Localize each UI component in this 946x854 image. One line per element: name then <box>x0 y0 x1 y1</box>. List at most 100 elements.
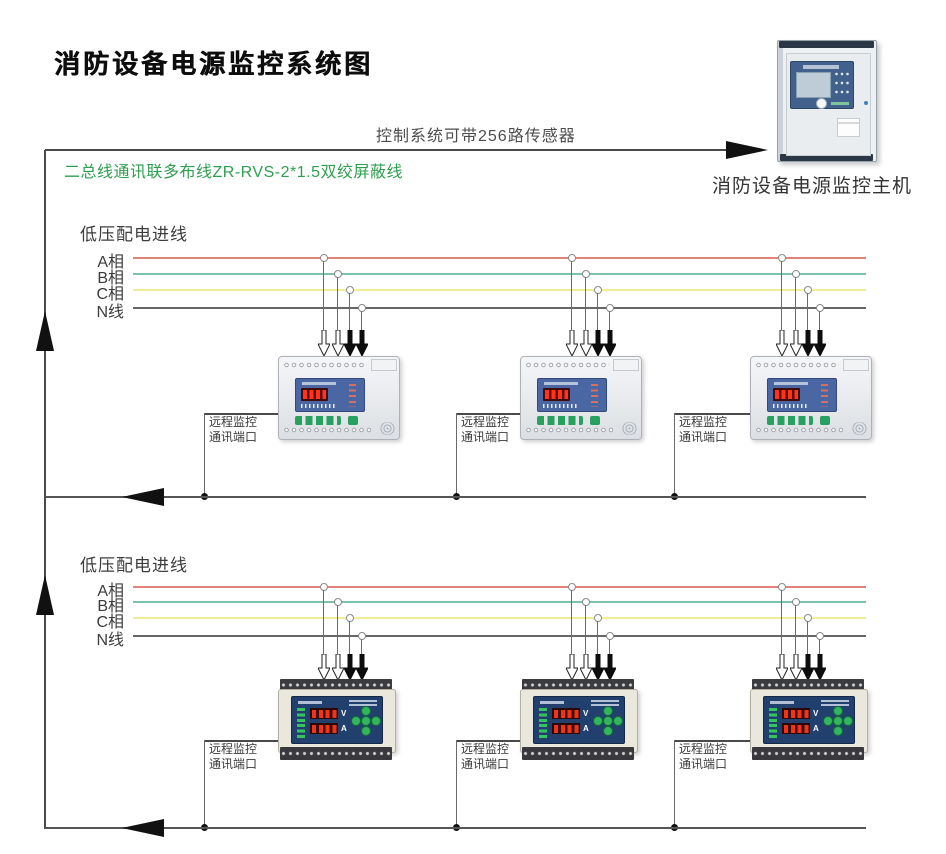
tap-wire <box>819 311 820 330</box>
module-terminals-bottom <box>755 424 843 436</box>
port-label: 远程监控 通讯端口 <box>461 742 533 772</box>
tap-wire <box>609 639 610 654</box>
host-control-panel <box>790 61 854 109</box>
module-terminals-top <box>755 359 839 371</box>
module-speaker <box>852 422 867 435</box>
host-label: 消防设备电源监控主机 <box>712 176 913 197</box>
tap-wire <box>597 293 598 330</box>
monitoring-host-device <box>777 40 877 162</box>
phase-line-a1 <box>133 257 866 259</box>
module-led-column <box>591 384 598 407</box>
voltage-current-sensor: V A <box>520 679 638 762</box>
tap-arrow-solid-icon <box>356 654 368 680</box>
port-label-line1: 远程监控 <box>461 415 510 429</box>
tap-wire <box>361 311 362 330</box>
sensor-amp-digits <box>311 724 337 733</box>
phase-line-c2 <box>133 617 866 619</box>
power-monitor-module <box>520 356 642 440</box>
tap-wire <box>597 621 598 654</box>
power-monitor-module <box>750 356 872 440</box>
amp-unit-label: A <box>583 724 589 733</box>
phase-label-a1: A相 <box>97 254 124 271</box>
sensor-panel: V A <box>763 696 855 744</box>
key-right <box>843 716 853 726</box>
module-caption <box>774 382 808 385</box>
port-connector-v <box>674 413 675 496</box>
module-notch <box>613 359 639 371</box>
tap-arrow-hollow-icon <box>332 330 344 356</box>
module-button-extra <box>590 416 600 425</box>
tap-dot <box>804 286 812 294</box>
port-connector-v <box>674 740 675 827</box>
sensor-volt-digits <box>311 709 337 718</box>
voltage-current-sensor: V A <box>750 679 868 762</box>
sensor-amp-display <box>782 723 810 734</box>
port-connector-v <box>204 413 205 496</box>
tap-dot <box>792 598 800 606</box>
module-notch <box>843 359 869 371</box>
port-connector-h <box>674 740 750 742</box>
riser-up-arrow-2-icon <box>36 575 54 615</box>
port-connector-h <box>204 413 278 415</box>
bus-left-arrow-icon <box>122 819 164 837</box>
tap-dot <box>346 286 354 294</box>
tap-dot <box>320 583 328 591</box>
voltage-current-sensor: V A <box>278 679 396 762</box>
port-label-line2: 通讯端口 <box>679 757 728 771</box>
bus-wiring-note: 二总线通讯联多布线ZR-RVS-2*1.5双绞屏蔽线 <box>64 164 403 181</box>
tap-dot <box>792 270 800 278</box>
port-label-line2: 通讯端口 <box>679 430 728 444</box>
section2-header: 低压配电进线 <box>80 556 188 575</box>
amp-unit-label: A <box>813 724 819 733</box>
port-connector-v <box>204 740 205 827</box>
module-buttons <box>767 416 813 425</box>
port-connector-h <box>674 413 750 415</box>
top-bus-wire <box>45 149 726 151</box>
tap-dot <box>778 254 786 262</box>
volt-unit-label: V <box>583 709 589 718</box>
sensor-caption-right <box>591 700 619 706</box>
sensor-amp-display <box>310 723 338 734</box>
sensor-volt-digits <box>783 709 809 718</box>
tap-arrow-hollow-icon <box>790 330 802 356</box>
tap-wire <box>337 605 338 654</box>
key-up <box>603 706 613 716</box>
tap-dot <box>358 632 366 640</box>
module-led-column <box>821 384 828 407</box>
key-enter <box>361 716 371 726</box>
key-down <box>833 726 843 736</box>
sensor-keypad <box>823 706 853 736</box>
tap-wire <box>819 639 820 654</box>
tap-arrow-solid-icon <box>604 330 616 356</box>
port-label-line1: 远程监控 <box>209 742 258 756</box>
tap-wire <box>323 590 324 654</box>
tap-dot <box>358 304 366 312</box>
tap-wire <box>781 261 782 330</box>
port-label: 远程监控 通讯端口 <box>679 742 751 772</box>
port-label-line2: 通讯端口 <box>461 430 510 444</box>
host-top-strip <box>779 41 874 48</box>
module-speaker <box>380 422 395 435</box>
tap-dot <box>582 270 590 278</box>
tap-wire <box>571 590 572 654</box>
tap-wire <box>795 277 796 330</box>
left-riser-wire <box>44 150 46 829</box>
host-round-button <box>816 98 827 109</box>
tap-dot <box>568 583 576 591</box>
sensor-terminals-top <box>522 679 634 691</box>
sensor-amp-digits <box>783 724 809 733</box>
tap-wire <box>781 590 782 654</box>
tap-dot <box>816 304 824 312</box>
key-left <box>593 716 603 726</box>
port-label-line2: 通讯端口 <box>461 757 510 771</box>
module-display-digits <box>545 390 568 399</box>
port-label-line2: 通讯端口 <box>209 430 258 444</box>
port-connector-h <box>456 413 520 415</box>
tap-dot <box>816 632 824 640</box>
sensor-terminals-bottom <box>522 747 634 760</box>
tap-wire <box>585 277 586 330</box>
tap-arrow-hollow-icon <box>776 654 788 680</box>
tap-arrow-hollow-icon <box>332 654 344 680</box>
tap-arrow-hollow-icon <box>566 330 578 356</box>
volt-unit-label: V <box>813 709 819 718</box>
